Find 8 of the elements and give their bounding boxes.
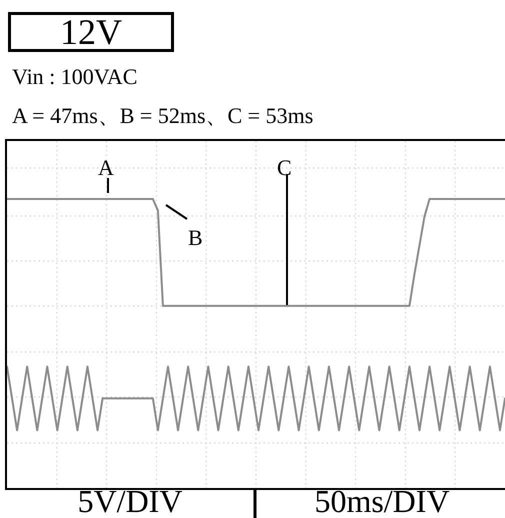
text: C — [277, 155, 292, 180]
chart-subtitle: Vin : 100VAC — [12, 64, 138, 89]
annotation: 50ms/DIV — [314, 483, 450, 518]
text: A = 47ms、B = 52ms、C = 53ms — [12, 103, 314, 128]
text: A — [98, 155, 114, 180]
annotation: 5V/DIV — [78, 483, 182, 518]
chart-title: 12V — [60, 12, 122, 52]
annotation: B — [188, 225, 203, 250]
